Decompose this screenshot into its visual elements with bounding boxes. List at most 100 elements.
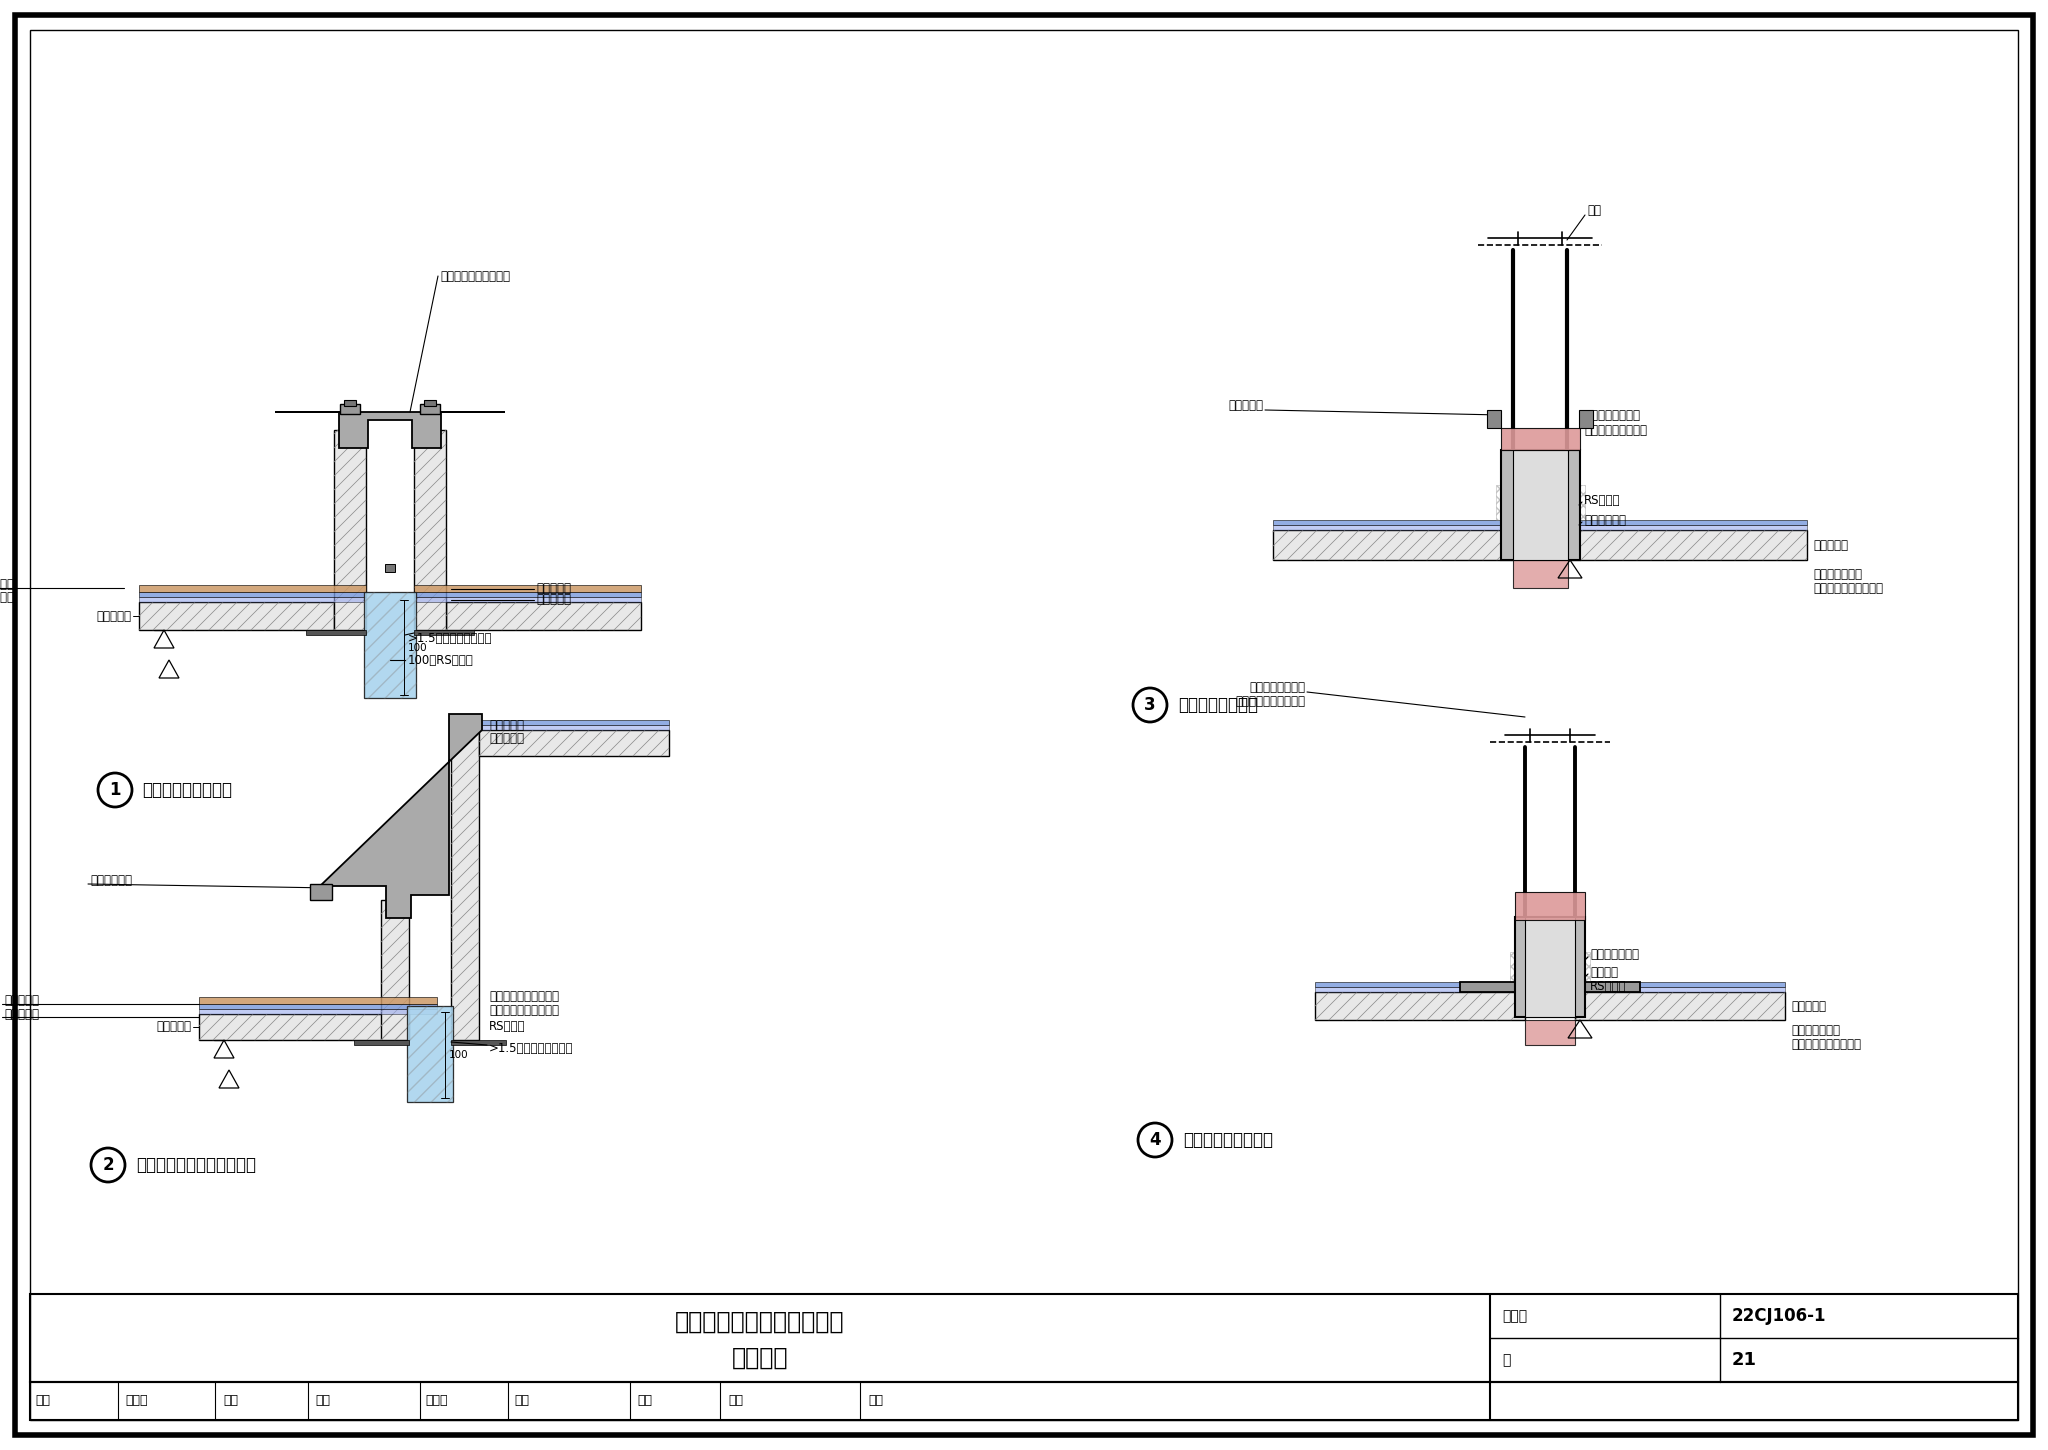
Bar: [1501, 428, 1579, 450]
Text: （见具体工程设计）: （见具体工程设计）: [1583, 423, 1647, 436]
Text: 张磊: 张磊: [868, 1395, 883, 1408]
Bar: [340, 405, 360, 415]
Text: 3: 3: [1145, 696, 1155, 713]
Text: 屋面防水层: 屋面防水层: [537, 581, 571, 594]
Bar: [414, 584, 641, 592]
Polygon shape: [319, 713, 481, 918]
Text: 屋面板标高: 屋面板标高: [96, 609, 131, 622]
Text: 吕大鹏: 吕大鹏: [426, 1395, 449, 1408]
Bar: [199, 998, 436, 1003]
Text: 汕山: 汕山: [223, 1395, 238, 1408]
Text: 山地: 山地: [514, 1395, 528, 1408]
Bar: [139, 602, 334, 629]
Text: 屋面板标高: 屋面板标高: [1792, 999, 1827, 1012]
Text: 不锈钢（铝合金）盖板: 不锈钢（铝合金）盖板: [440, 270, 510, 283]
Text: 成品金属泛水板: 成品金属泛水板: [1589, 947, 1638, 960]
Bar: [479, 729, 670, 755]
Text: 防水附加层: 防水附加层: [4, 1008, 39, 1021]
Text: 屋面板标高: 屋面板标高: [156, 1021, 190, 1034]
Text: 21: 21: [1733, 1351, 1757, 1369]
Bar: [31, 1382, 2017, 1420]
Text: 防水附加层: 防水附加层: [489, 731, 524, 744]
Bar: [1315, 982, 1526, 987]
Bar: [1274, 521, 1513, 525]
Text: 沈立文: 沈立文: [125, 1395, 147, 1408]
Bar: [1567, 531, 1806, 560]
Bar: [31, 1293, 2017, 1382]
Bar: [479, 721, 670, 725]
Bar: [1575, 992, 1786, 1019]
Bar: [414, 629, 473, 635]
Bar: [1509, 953, 1589, 987]
Text: 2: 2: [102, 1156, 115, 1174]
Text: 22CJ106-1: 22CJ106-1: [1733, 1306, 1827, 1325]
Text: 屋面防水层: 屋面防水层: [4, 995, 39, 1008]
Text: 屋面防水层: 屋面防水层: [489, 719, 524, 731]
Text: （或见具体工程设计）: （或见具体工程设计）: [1792, 1038, 1862, 1051]
Text: 管道: 管道: [1587, 203, 1602, 216]
Bar: [309, 884, 332, 900]
Text: RS黑棉板: RS黑棉板: [1583, 493, 1620, 506]
Bar: [414, 431, 446, 629]
Text: 张强: 张强: [727, 1395, 743, 1408]
Bar: [1274, 525, 1513, 531]
Text: （或见具体工程设计）: （或见具体工程设计）: [1235, 695, 1305, 708]
Text: 100: 100: [408, 642, 428, 652]
Bar: [199, 1014, 410, 1040]
Text: 嵌填防火密封胶: 嵌填防火密封胶: [1792, 1024, 1839, 1037]
Bar: [408, 1006, 453, 1102]
Bar: [1579, 410, 1593, 428]
Text: RS黑棉板: RS黑棉板: [1589, 980, 1626, 993]
Bar: [1516, 892, 1585, 919]
Bar: [451, 1040, 506, 1045]
Text: 密封胶密封: 密封胶密封: [1229, 399, 1264, 412]
Bar: [385, 564, 395, 571]
Text: 防火封堵: 防火封堵: [731, 1346, 788, 1369]
Bar: [414, 592, 641, 597]
Polygon shape: [274, 412, 506, 448]
Bar: [344, 400, 356, 406]
Text: 弹性防火封堵材料: 弹性防火封堵材料: [1249, 680, 1305, 693]
Text: 1: 1: [109, 782, 121, 799]
Bar: [1274, 531, 1513, 560]
Text: 成品金属套管: 成品金属套管: [1583, 513, 1626, 526]
Text: 弹性防火封堵材料: 弹性防火封堵材料: [1583, 409, 1640, 422]
Bar: [408, 1006, 453, 1102]
Bar: [199, 1009, 436, 1014]
Bar: [1567, 521, 1806, 525]
Bar: [365, 592, 416, 697]
Text: 金属烟囱防火封堵: 金属烟囱防火封堵: [1178, 696, 1257, 713]
Bar: [1575, 982, 1786, 987]
Text: 屋面变形缝防火封堵: 屋面变形缝防火封堵: [141, 782, 231, 799]
Polygon shape: [1460, 953, 1534, 992]
Text: 4: 4: [1149, 1131, 1161, 1148]
Text: 100厚RS黑棉板: 100厚RS黑棉板: [408, 654, 473, 667]
Text: （或见具体工程设计）: （或见具体工程设计）: [489, 1005, 559, 1018]
Bar: [1487, 410, 1501, 428]
Bar: [365, 592, 416, 697]
Bar: [446, 602, 641, 629]
Bar: [354, 1040, 410, 1045]
Bar: [451, 729, 479, 1040]
Bar: [420, 405, 440, 415]
Text: 100: 100: [449, 1050, 469, 1060]
Text: 设计: 设计: [637, 1395, 651, 1408]
Bar: [1315, 992, 1526, 1019]
Text: （或见具体工程设计）: （或见具体工程设计）: [0, 590, 14, 603]
Text: 屋面板标高: 屋面板标高: [1812, 538, 1847, 551]
Bar: [479, 725, 670, 729]
Text: 表面覆盖防火密封材料: 表面覆盖防火密封材料: [489, 990, 559, 1003]
Text: 图集号: 图集号: [1501, 1309, 1528, 1322]
Text: RS黑棉板: RS黑棉板: [489, 1019, 526, 1032]
Text: 嵌填防火密封胶: 嵌填防火密封胶: [1812, 567, 1862, 580]
Bar: [334, 431, 367, 629]
Bar: [424, 400, 436, 406]
Bar: [139, 584, 367, 592]
Text: >1.5厚镀锌钢板承托板: >1.5厚镀锌钢板承托板: [489, 1041, 573, 1054]
Text: 校对: 校对: [315, 1395, 330, 1408]
Text: （或见具体工程设计）: （或见具体工程设计）: [1812, 581, 1882, 594]
Bar: [1513, 450, 1569, 560]
Bar: [1567, 525, 1806, 531]
Text: 表面覆盖防火密封材料: 表面覆盖防火密封材料: [0, 577, 14, 590]
Bar: [1315, 987, 1526, 992]
